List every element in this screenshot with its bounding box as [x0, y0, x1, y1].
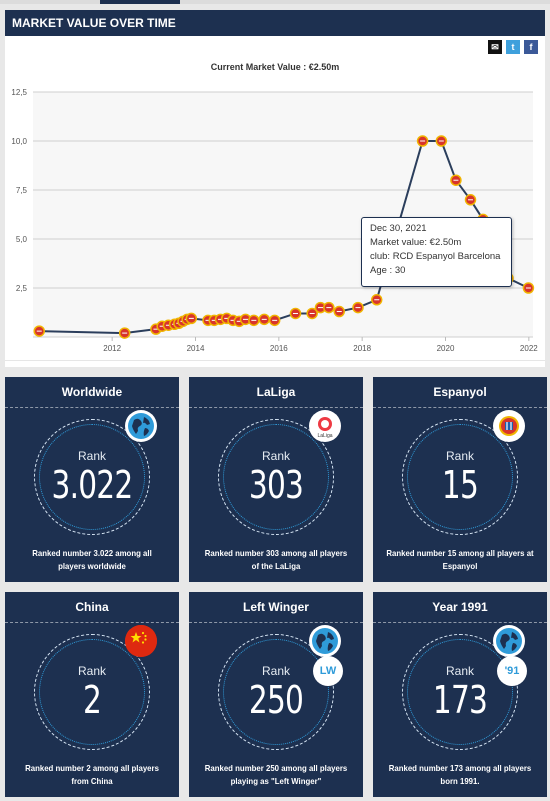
divider — [373, 407, 547, 408]
laliga-logo-icon: LaLiga — [309, 410, 341, 442]
chart-footer — [5, 360, 545, 367]
globe-icon — [493, 625, 525, 657]
divider — [189, 407, 363, 408]
chart-tooltip: Dec 30, 2021 Market value: €2.50m club: … — [361, 217, 512, 287]
rank-label: Rank — [77, 664, 106, 678]
rank-number: 15 — [441, 463, 479, 507]
rank-tag-badge: LW — [313, 656, 343, 686]
rank-number: 3.022 — [51, 463, 134, 507]
x-tick-label: 2020 — [437, 344, 455, 353]
active-tab-indicator — [100, 0, 180, 4]
x-tick-label: 2016 — [270, 344, 288, 353]
rank-label: Rank — [445, 664, 474, 678]
x-tick-label: 2022 — [520, 344, 538, 353]
x-tick-label: 2014 — [187, 344, 205, 353]
rank-description: Ranked number 2 among all players from C… — [25, 763, 159, 786]
rank-card[interactable]: Worldwide Rank 3.022 Ranked number 3.022 am… — [5, 377, 179, 582]
chart-title: Current Market Value : €2.50m — [210, 62, 340, 72]
rank-description: Ranked number 250 among all players play… — [204, 763, 348, 786]
market-value-chart: 2,5 5,0 7,5 10,0 12,5 2012 2014 2016 2018 2020 202… — [11, 88, 538, 353]
tooltip-club: club: RCD Espanyol Barcelona — [370, 251, 501, 262]
tooltip-age: Age : 30 — [370, 265, 406, 276]
divider — [189, 622, 363, 623]
rank-number: 303 — [248, 463, 304, 507]
espanyol-crest-icon — [493, 410, 525, 442]
share-buttons: ✉ t f — [488, 40, 538, 54]
rank-label: Rank — [445, 449, 474, 463]
rank-ring — [34, 634, 150, 750]
svg-text:LaLiga: LaLiga — [317, 433, 332, 439]
rank-card[interactable]: China Rank 2 Ranked number 2 among all play… — [5, 592, 179, 797]
rank-ring-inner — [223, 639, 329, 745]
rank-tag-badge: '91 — [497, 656, 527, 686]
rank-description: Ranked number 303 among all players of t… — [204, 548, 348, 571]
rank-ring — [402, 634, 518, 750]
twitter-icon[interactable]: t — [506, 40, 520, 54]
rank-card-title: China — [75, 600, 109, 614]
rank-number: 173 — [432, 678, 488, 722]
rank-card-title: Year 1991 — [432, 600, 488, 614]
rank-description: Ranked number 3.022 among all players wo… — [32, 548, 152, 571]
rank-card[interactable]: Year 1991 Rank 173 '91 Ranked number 173 amo… — [373, 592, 547, 797]
rank-ring-inner — [223, 424, 329, 530]
x-tick-label: 2012 — [103, 344, 121, 353]
divider — [373, 622, 547, 623]
email-icon[interactable]: ✉ — [488, 40, 502, 54]
rank-ring-inner — [407, 639, 513, 745]
rank-card-title: Left Winger — [243, 600, 309, 614]
rank-label: Rank — [77, 449, 106, 463]
rank-card[interactable]: LaLiga Rank 303 LaLiga Ranked number 303 amo… — [189, 377, 363, 582]
rank-ring — [218, 634, 334, 750]
y-tick-label: 2,5 — [16, 284, 28, 293]
rank-ring — [34, 419, 150, 535]
rank-ring-inner — [39, 639, 145, 745]
rank-label: Rank — [261, 449, 290, 463]
rank-card[interactable]: Left Winger Rank 250 LW Ranked number 250 am… — [189, 592, 363, 797]
x-tick-label: 2018 — [353, 344, 371, 353]
top-strip — [0, 0, 550, 4]
rank-description: Ranked number 173 among all players born… — [388, 763, 532, 786]
rank-ring-inner — [407, 424, 513, 530]
rank-card-title: Worldwide — [61, 385, 123, 399]
globe-icon — [125, 410, 157, 442]
tooltip-date: Dec 30, 2021 — [370, 223, 427, 234]
china-flag-icon — [125, 625, 157, 657]
globe-icon — [309, 625, 341, 657]
y-tick-label: 12,5 — [11, 88, 27, 97]
plot-background — [33, 92, 533, 337]
rank-description: Ranked number 15 among all players at Es… — [386, 548, 534, 571]
rank-number: 2 — [82, 678, 102, 722]
rank-ring — [218, 419, 334, 535]
tooltip-value: Market value: €2.50m — [370, 237, 462, 248]
market-value-panel: MARKET VALUE OVER TIME ✉ t f Current Mar… — [5, 10, 545, 367]
panel-title: MARKET VALUE OVER TIME — [5, 10, 545, 36]
facebook-icon[interactable]: f — [524, 40, 538, 54]
rank-ring-inner — [39, 424, 145, 530]
rank-label: Rank — [261, 664, 290, 678]
rank-card-title: Espanyol — [433, 385, 487, 399]
rank-card-title: LaLiga — [256, 385, 296, 399]
rank-card[interactable]: Espanyol Rank 15 Ranked number 15 among all… — [373, 377, 547, 582]
rank-number: 250 — [248, 678, 304, 722]
divider — [5, 407, 179, 408]
rank-ring — [402, 419, 518, 535]
divider — [5, 622, 179, 623]
y-tick-label: 5,0 — [16, 235, 28, 244]
y-tick-label: 7,5 — [16, 186, 28, 195]
y-tick-label: 10,0 — [11, 137, 27, 146]
